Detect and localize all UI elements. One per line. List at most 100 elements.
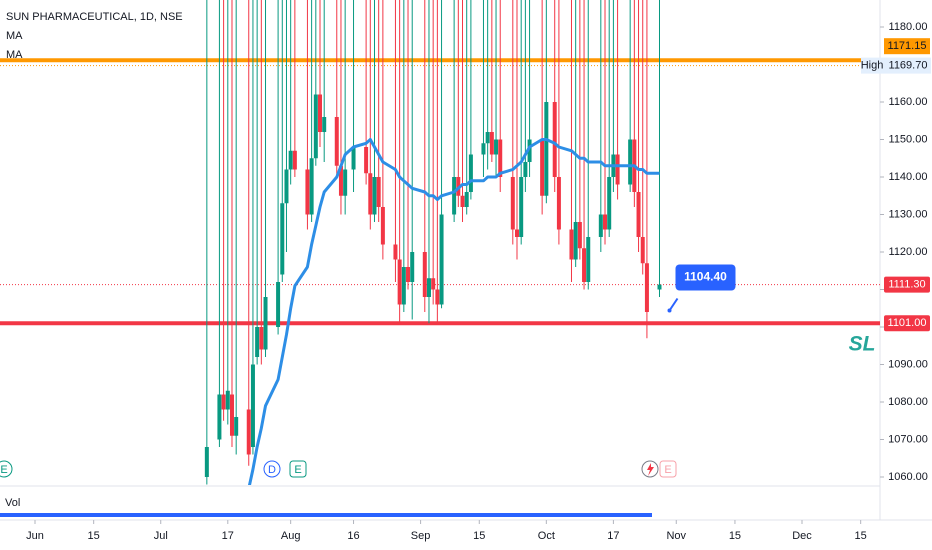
candle-body (494, 139, 499, 155)
callout-point (667, 308, 672, 313)
candle-body (368, 173, 373, 215)
candle-body (351, 147, 356, 170)
candle-body (410, 252, 415, 282)
x-tick-label: 16 (347, 530, 359, 542)
x-tick-label: Jul (154, 530, 168, 542)
candle-body (510, 177, 515, 230)
candle-body (431, 278, 436, 290)
event-icon (659, 460, 677, 478)
x-tick-label: 15 (729, 530, 741, 542)
candle-body (305, 169, 310, 215)
event-label: E (294, 464, 301, 476)
candle-body (615, 154, 620, 185)
x-tick-label: Sep (411, 530, 431, 542)
y-tick-label: 1180.00 (889, 21, 928, 33)
y-tick-label: 1160.00 (889, 96, 928, 108)
resistance-tag (884, 38, 930, 55)
y-tick-label: 1070.00 (888, 433, 928, 445)
x-tick-label: 15 (855, 530, 867, 542)
candle-body (376, 177, 381, 207)
x-tick-label: Dec (792, 530, 812, 542)
volume-label: Vol (5, 497, 20, 509)
candle-body (527, 139, 532, 162)
candle-body (439, 214, 444, 305)
candle-body (338, 165, 343, 196)
candle-body (657, 284, 662, 290)
x-tick-label: 17 (607, 530, 619, 542)
candle-body (259, 327, 264, 350)
candle-body (343, 169, 348, 196)
x-tick-label: Jun (26, 530, 44, 542)
candle-body (280, 203, 285, 275)
x-tick-label: Oct (538, 530, 555, 542)
x-tick-label: 15 (88, 530, 100, 542)
last-price-tag-label: 1111.30 (888, 279, 925, 291)
event-label: E (0, 464, 7, 476)
callout-pointer (668, 297, 679, 312)
candle-body (523, 162, 528, 177)
candle-body (372, 177, 377, 215)
candle-body (464, 192, 469, 207)
y-tick-label: 1120.00 (889, 246, 928, 258)
event-icon (263, 460, 281, 478)
high-value: 1169.70 (889, 60, 928, 72)
candle-body (569, 229, 574, 260)
candle-body (401, 267, 406, 305)
candle-body (540, 139, 545, 196)
x-tick-label: 17 (222, 530, 234, 542)
y-tick-label: 1140.00 (889, 171, 928, 183)
last-price-tag (884, 276, 930, 293)
candle-body (498, 139, 503, 177)
candle-body (229, 394, 234, 436)
candle-body (452, 177, 457, 215)
candle-body (481, 143, 486, 155)
candle-body (552, 102, 557, 177)
event-icons: E D E E (0, 460, 677, 478)
candle-body (607, 177, 612, 230)
candle-body (573, 222, 578, 260)
stop-loss-tag-label: 1101.00 (888, 317, 927, 329)
stop-loss-tag (884, 315, 930, 332)
candle-body (468, 154, 473, 192)
event-label: D (268, 464, 276, 476)
candle-body (318, 94, 323, 132)
candle-body (313, 94, 318, 159)
candle-body (322, 117, 327, 132)
candle-body (603, 214, 608, 230)
event-label: E (664, 464, 671, 476)
candle-body (204, 447, 209, 477)
legend-item: MA (6, 49, 23, 61)
candle-body (263, 297, 268, 350)
event-icon (0, 460, 13, 478)
candle-body (485, 132, 490, 144)
candle-body (284, 169, 289, 204)
candle-body (489, 132, 494, 155)
candle-body (556, 177, 561, 230)
callout-label: 1104.40 (684, 270, 727, 284)
candle-body (644, 263, 649, 312)
candle-body (276, 282, 281, 327)
candle-body (250, 364, 255, 447)
candle-body (255, 327, 260, 357)
candle-body (246, 409, 251, 455)
y-tick-label: 1130.00 (889, 208, 928, 220)
x-tick-label: Aug (281, 530, 301, 542)
callout-box (675, 264, 736, 291)
candle-body (514, 229, 519, 237)
candle-body (221, 394, 226, 410)
candle-body (406, 267, 411, 282)
x-tick-label: 15 (473, 530, 485, 542)
high-tag (861, 57, 931, 74)
plot-area (0, 0, 880, 485)
candle-body (217, 394, 222, 440)
lightning-icon (647, 463, 654, 476)
candle-body (628, 139, 633, 185)
candle-body (640, 237, 645, 264)
resistance-tag-label: 1171.15 (888, 40, 927, 52)
legend-item: MA (6, 30, 23, 42)
candle-body (288, 150, 293, 170)
y-tick-label: 1150.00 (889, 133, 928, 145)
candle-body (234, 417, 239, 436)
